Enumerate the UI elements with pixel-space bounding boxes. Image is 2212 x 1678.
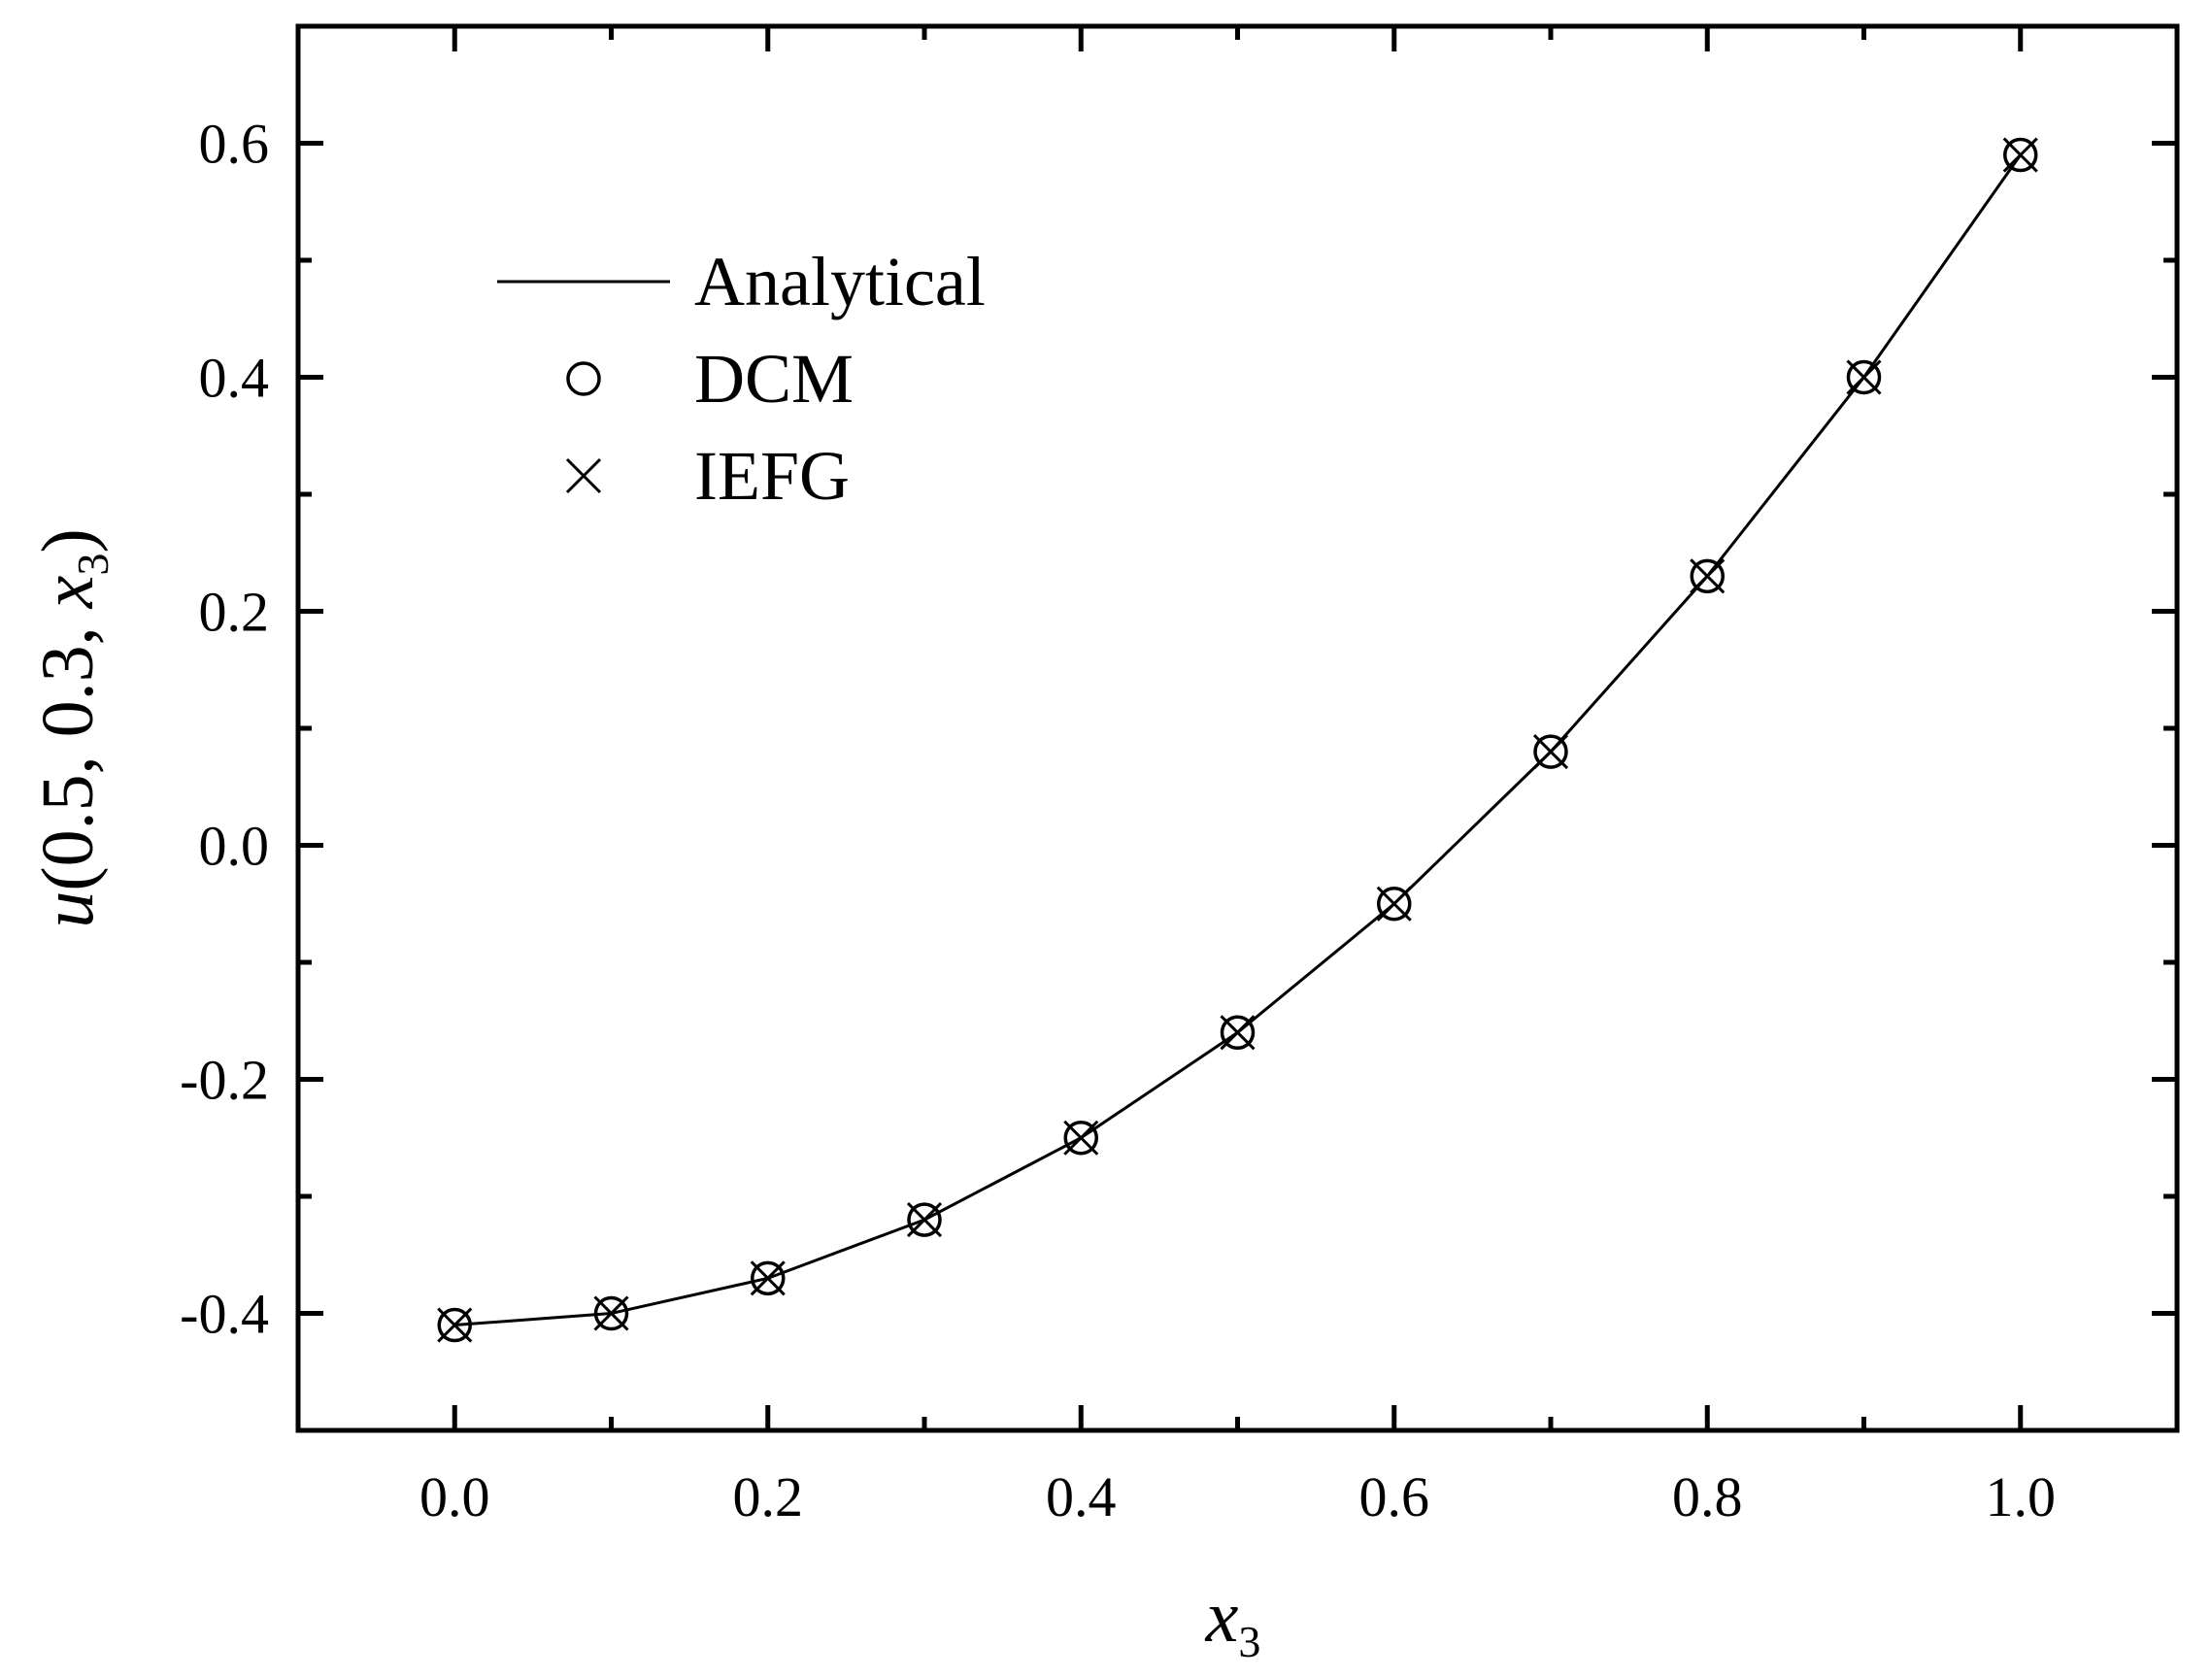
y-axis-close: ) [27, 528, 109, 553]
legend-label: DCM [694, 340, 854, 418]
x-tick-label: 1.0 [1986, 1465, 2057, 1528]
y-axis-title: u(0.5, 0.3, x3) [27, 528, 117, 927]
legend-label: IEFG [694, 437, 850, 515]
y-tick-label: -0.4 [180, 1283, 269, 1346]
y-axis-func: u [27, 891, 109, 928]
iefg-point [1690, 558, 1726, 594]
iefg-point [1063, 1120, 1099, 1156]
dcm-point [437, 1307, 472, 1343]
analytical-line [454, 153, 2022, 1327]
y-tick-label: 0.4 [199, 347, 270, 410]
iefg-point [750, 1260, 786, 1296]
series-layer [437, 137, 2038, 1343]
iefg-point [2002, 137, 2038, 173]
dcm-point [1533, 734, 1568, 769]
series-iefg [437, 137, 2038, 1343]
axis-ticks [298, 26, 2177, 1430]
dcm-point [1846, 359, 1882, 395]
iefg-point [1846, 359, 1882, 395]
x-axis-var: x [1205, 1576, 1239, 1658]
y-tick-label: 0.2 [199, 581, 270, 644]
dcm-point [1220, 1015, 1256, 1051]
y-tick-label: 0.6 [199, 113, 270, 176]
x-tick-label: 0.6 [1359, 1465, 1430, 1528]
dcm-point [1377, 887, 1412, 922]
dcm-point [593, 1295, 629, 1331]
legend: Analytical DCM IEFG [497, 243, 986, 515]
dcm-point [751, 1260, 786, 1296]
series-analytical [454, 153, 2022, 1327]
x-axis-subscript: 3 [1238, 1617, 1260, 1666]
series-dcm [437, 137, 2038, 1343]
y-axis-var: x [27, 575, 109, 609]
iefg-point [1532, 734, 1569, 770]
iefg-point [906, 1202, 943, 1238]
x-axis-title: x3 [1205, 1576, 1261, 1666]
x-tick-labels: 0.0 0.2 0.4 0.6 0.8 1.0 [419, 1465, 2056, 1528]
dcm-point [1063, 1121, 1098, 1156]
x-tick-label: 0.8 [1672, 1465, 1743, 1528]
legend-label: Analytical [694, 243, 986, 320]
x-tick-label: 0.4 [1046, 1465, 1117, 1528]
y-tick-label: 0.0 [199, 815, 270, 878]
iefg-point [437, 1307, 473, 1343]
legend-cross-sample [565, 457, 602, 494]
dcm-point [2003, 137, 2038, 173]
plot-frame [295, 23, 2180, 1433]
y-tick-label: -0.2 [180, 1049, 269, 1112]
x-tick-label: 0.2 [733, 1465, 804, 1528]
y-tick-labels: -0.4 -0.2 0.0 0.2 0.4 0.6 [180, 113, 269, 1346]
dcm-point [907, 1202, 942, 1237]
iefg-point [593, 1295, 629, 1331]
y-axis-args: (0.5, 0.3, [27, 608, 109, 890]
dcm-point [1690, 558, 1725, 594]
x-tick-label: 0.0 [419, 1465, 490, 1528]
y-axis-subscript: 3 [68, 554, 117, 576]
iefg-point [1376, 886, 1412, 922]
legend-circle-sample [566, 361, 601, 396]
iefg-point [1220, 1015, 1256, 1051]
